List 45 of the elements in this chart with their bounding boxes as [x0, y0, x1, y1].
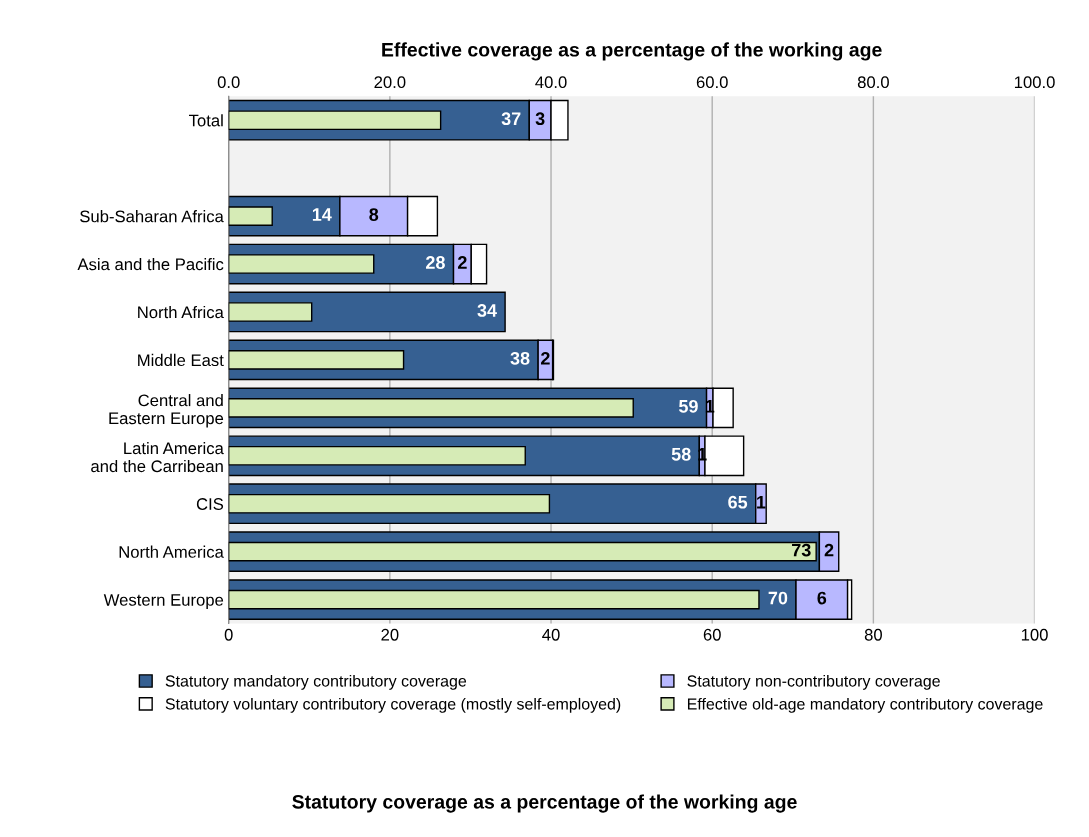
data-label: 3 — [535, 112, 545, 126]
data-label: 2 — [824, 543, 834, 557]
x-tick-label: 40.0 — [535, 76, 567, 89]
x-tick-label: 20.0 — [374, 76, 406, 89]
data-label: 38 — [510, 351, 530, 365]
data-label: 1 — [757, 495, 766, 509]
data-label: 8 — [369, 208, 379, 221]
x-tick-label: 0 — [224, 628, 233, 641]
data-label: 34 — [477, 304, 497, 317]
y-tick-label: Middle East — [138, 353, 224, 367]
legend-label: Statutory voluntary contributory coverage (mostly self-employed) — [165, 697, 621, 713]
data-label: 14 — [312, 208, 332, 221]
x-tick-label: 0.0 — [217, 76, 240, 89]
x-tick-label: 20 — [381, 628, 399, 641]
data-label: 59 — [678, 399, 698, 413]
x-axis-title: Effective coverage as a percentage of the working age — [382, 42, 882, 61]
y-tick-label: Sub-Saharan Africa — [80, 210, 224, 223]
data-label: 2 — [541, 351, 550, 365]
x-tick-label: 100 — [1021, 628, 1048, 641]
y-tick-label: North America — [119, 545, 224, 558]
data-label: 37 — [501, 112, 521, 126]
x-tick-label: 80 — [864, 628, 882, 641]
x-tick-label: 80.0 — [857, 76, 889, 89]
data-label: 70 — [768, 591, 788, 605]
legend-label: Statutory mandatory contributory coverage — [165, 674, 467, 690]
x-tick-label: 40 — [542, 628, 560, 641]
y-tick-label: Central and Eastern Europe — [109, 394, 224, 428]
data-label: 2 — [458, 256, 467, 269]
y-tick-label: Asia and the Pacific — [77, 258, 224, 271]
x-tick-label: 60.0 — [696, 76, 728, 89]
y-tick-label: Western Europe — [103, 594, 224, 610]
x-tick-label: 60 — [703, 628, 721, 641]
legend-label: Statutory non-contributory coverage — [687, 674, 940, 690]
y-tick-label: CIS — [196, 498, 224, 510]
text: Statutory coverage as a percentage of the working age — [292, 794, 797, 813]
data-label: 65 — [728, 495, 748, 509]
data-label: 6 — [817, 591, 827, 605]
data-label: 58 — [671, 447, 691, 461]
text: Effective old-age mandatory contributory coverage — [687, 697, 1043, 713]
y-tick-label: Total — [189, 114, 223, 127]
data-label: 28 — [426, 256, 445, 269]
y-tick-label: North Africa — [138, 305, 224, 319]
data-label: 73 — [792, 543, 811, 557]
y-tick-label: Latin America and the Carribean — [91, 441, 224, 473]
x-tick-label: 100.0 — [1014, 76, 1055, 89]
